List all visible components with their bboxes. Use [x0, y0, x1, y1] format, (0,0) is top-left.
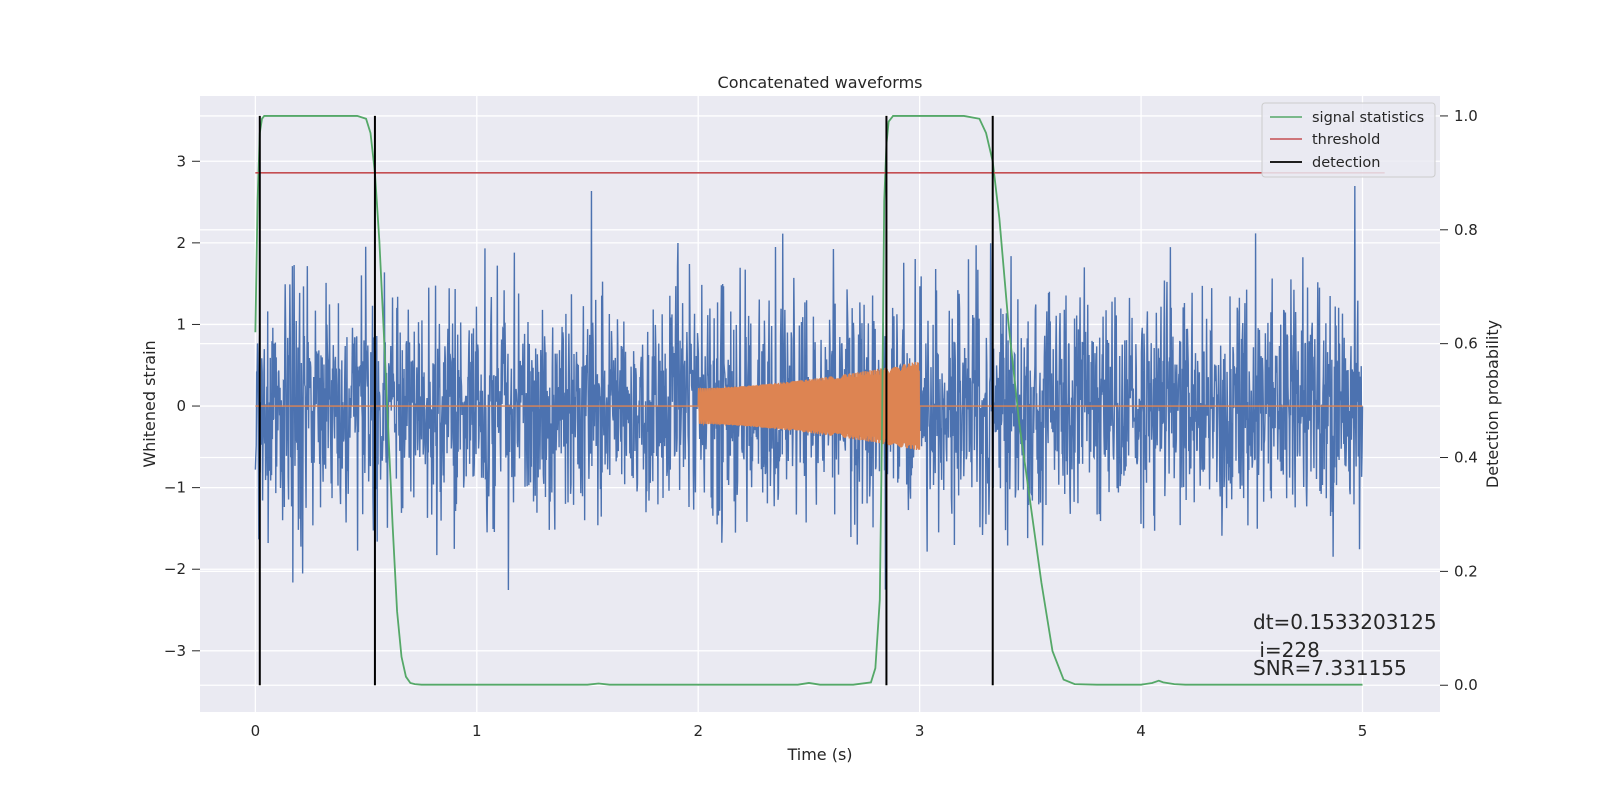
y2-tick-label: 0.4: [1454, 449, 1478, 467]
annotation-i: i=228: [1253, 638, 1320, 662]
y-tick-label: −3: [164, 642, 186, 660]
signal-statistics-series: [254, 115, 1363, 686]
signal-statistics-line: [254, 115, 1363, 686]
y-tick-label: −2: [164, 560, 186, 578]
y-tick-label: −1: [164, 479, 186, 497]
x-axis-label: Time (s): [786, 745, 852, 764]
x-tick-label: 3: [915, 722, 925, 740]
annotation-dt: dt=0.1533203125: [1253, 610, 1437, 634]
y-tick-label: 3: [176, 152, 186, 170]
y-axis-label: Whitened strain: [140, 340, 159, 467]
y2-tick-label: 0.0: [1454, 676, 1478, 694]
legend-box: [1261, 102, 1436, 178]
legend: signal statistics threshold detection: [1261, 102, 1436, 178]
annotations: dt=0.1533203125 i=228 SNR=7.331155: [1253, 610, 1437, 680]
y-tick-label: 2: [176, 234, 186, 252]
y2-tick-label: 0.8: [1454, 221, 1478, 239]
y2-tick-label: 1.0: [1454, 107, 1478, 125]
legend-detection-label: detection: [1312, 155, 1380, 171]
y2-tick-label: 0.6: [1454, 335, 1478, 353]
legend-threshold-label: threshold: [1312, 132, 1380, 148]
chart-title: Concatenated waveforms: [718, 73, 923, 92]
y2-tick-label: 0.2: [1454, 562, 1478, 580]
legend-signal-statistics-label: signal statistics: [1312, 110, 1424, 126]
y2-axis-label: Detection probability: [1483, 320, 1502, 488]
x-tick-label: 5: [1358, 722, 1368, 740]
annotation-snr: SNR=7.331155: [1253, 656, 1407, 680]
ticks: 0 1 2 3 4 5 −3 −2 −1 0 1 2 3 0.0 0.2 0.4 0.6 0.8 1.0: [164, 107, 1478, 740]
y-tick-label: 0: [176, 397, 186, 415]
x-tick-label: 1: [472, 722, 482, 740]
detection-series: [258, 115, 994, 686]
x-tick-label: 4: [1136, 722, 1146, 740]
x-tick-label: 0: [251, 722, 261, 740]
x-tick-label: 2: [693, 722, 703, 740]
y-tick-label: 1: [176, 315, 186, 333]
